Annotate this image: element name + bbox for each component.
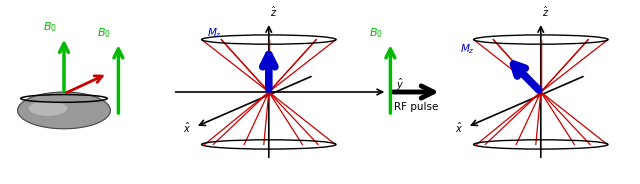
Text: $\hat{y}$: $\hat{y}$: [396, 77, 404, 93]
Ellipse shape: [29, 101, 67, 116]
Text: $B_0$: $B_0$: [97, 26, 111, 40]
Text: $\hat{z}$: $\hat{z}$: [541, 5, 549, 20]
Text: $B_0$: $B_0$: [43, 20, 57, 34]
Text: RF pulse: RF pulse: [394, 102, 438, 112]
Text: $M_z$: $M_z$: [207, 26, 222, 40]
Ellipse shape: [18, 92, 111, 129]
Text: $M_z$: $M_z$: [460, 43, 475, 56]
Text: $\hat{z}$: $\hat{z}$: [269, 5, 277, 20]
Text: $\hat{x}$: $\hat{x}$: [183, 121, 191, 135]
Text: $B_0$: $B_0$: [369, 26, 383, 40]
Text: $\hat{x}$: $\hat{x}$: [455, 121, 463, 135]
